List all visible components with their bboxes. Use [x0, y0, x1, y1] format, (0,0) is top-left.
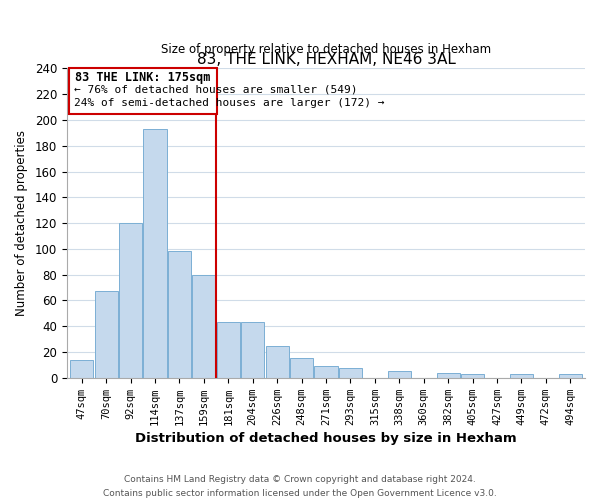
Bar	[388, 372, 411, 378]
Bar	[241, 322, 265, 378]
Text: 83 THE LINK: 175sqm: 83 THE LINK: 175sqm	[76, 71, 211, 84]
Bar	[119, 223, 142, 378]
Bar	[70, 360, 94, 378]
Text: ← 76% of detached houses are smaller (549): ← 76% of detached houses are smaller (54…	[74, 84, 358, 94]
Y-axis label: Number of detached properties: Number of detached properties	[15, 130, 28, 316]
Bar	[314, 366, 338, 378]
Bar	[192, 274, 215, 378]
Text: Contains HM Land Registry data © Crown copyright and database right 2024.
Contai: Contains HM Land Registry data © Crown c…	[103, 476, 497, 498]
Bar	[437, 372, 460, 378]
Text: Size of property relative to detached houses in Hexham: Size of property relative to detached ho…	[161, 43, 491, 56]
Bar	[143, 129, 167, 378]
Text: 24% of semi-detached houses are larger (172) →: 24% of semi-detached houses are larger (…	[74, 98, 385, 108]
Bar	[461, 374, 484, 378]
Bar	[559, 374, 582, 378]
Bar	[510, 374, 533, 378]
Bar	[217, 322, 240, 378]
X-axis label: Distribution of detached houses by size in Hexham: Distribution of detached houses by size …	[135, 432, 517, 445]
Bar	[95, 292, 118, 378]
Bar	[339, 368, 362, 378]
Title: 83, THE LINK, HEXHAM, NE46 3AL: 83, THE LINK, HEXHAM, NE46 3AL	[197, 52, 455, 67]
Bar	[266, 346, 289, 378]
Bar	[168, 252, 191, 378]
Bar	[290, 358, 313, 378]
FancyBboxPatch shape	[70, 68, 217, 114]
